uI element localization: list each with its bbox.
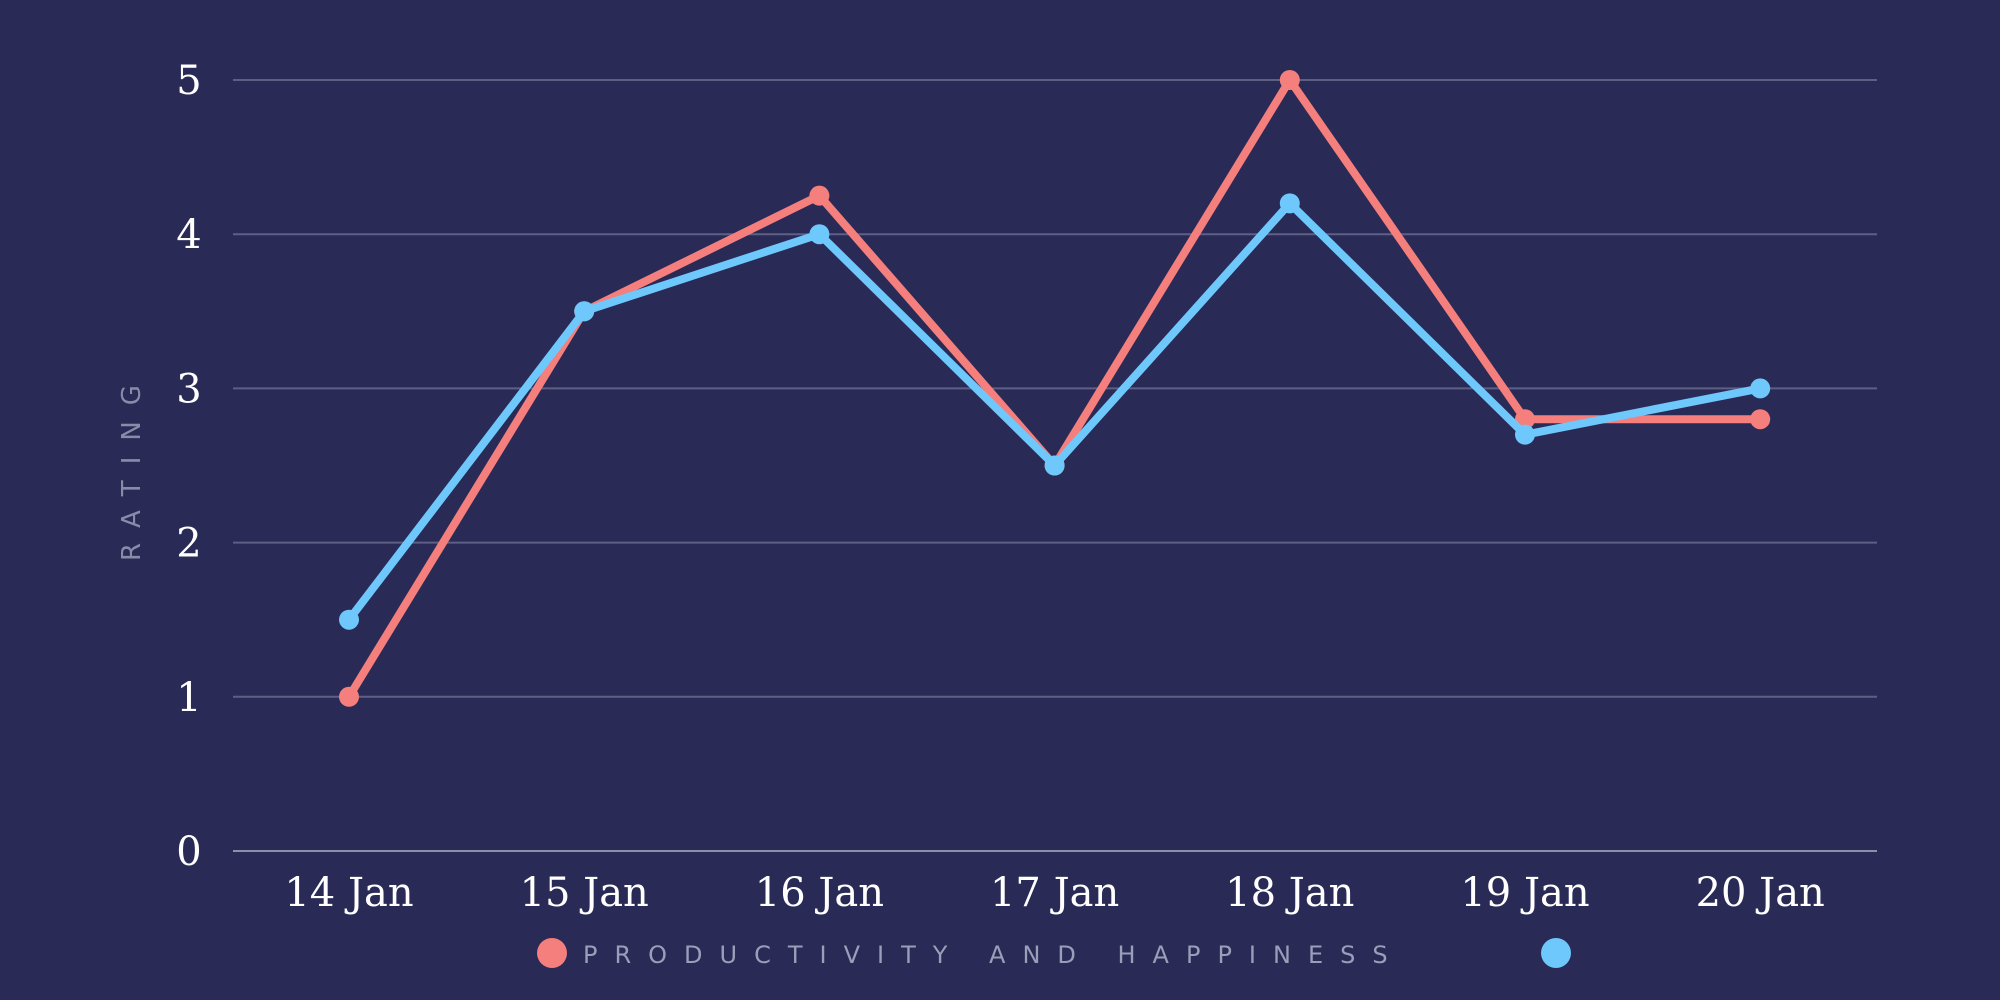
x-tick-label: 20 Jan (1696, 870, 1825, 916)
legend-label: PRODUCTIVITY AND HAPPINESS (583, 941, 1405, 969)
x-tick-label: 16 Jan (755, 870, 884, 916)
data-point-happiness (1044, 455, 1065, 476)
data-point-productivity (339, 686, 359, 707)
data-point-happiness (1515, 424, 1535, 445)
y-tick-label: 5 (176, 58, 201, 104)
y-tick-label: 4 (176, 212, 201, 258)
legend: PRODUCTIVITY AND HAPPINESS (537, 938, 1571, 969)
y-tick-label: 3 (176, 366, 201, 412)
x-tick-label: 17 Jan (990, 870, 1119, 916)
series-happiness (339, 193, 1771, 630)
data-point-happiness (809, 224, 830, 245)
data-point-happiness (1279, 193, 1300, 214)
data-point-productivity (1279, 70, 1300, 90)
y-tick-label: 2 (176, 521, 201, 567)
y-axis-ticks: 0 1 2 3 4 5 (176, 58, 201, 875)
data-point-productivity (1750, 409, 1771, 430)
x-tick-label: 18 Jan (1225, 870, 1354, 916)
y-tick-label: 0 (176, 829, 201, 875)
series-lines (339, 70, 1771, 707)
data-point-happiness (339, 609, 359, 630)
y-axis-label: RATING (117, 369, 147, 561)
x-tick-label: 19 Jan (1460, 870, 1589, 916)
x-tick-label: 14 Jan (284, 870, 413, 916)
legend-marker-productivity (537, 938, 567, 968)
data-point-productivity (809, 185, 830, 206)
legend-marker-happiness (1541, 938, 1571, 968)
y-tick-label: 1 (176, 675, 201, 721)
data-point-happiness (574, 301, 595, 322)
gridlines (233, 79, 1877, 852)
x-tick-label: 15 Jan (520, 870, 649, 916)
x-axis-ticks: 14 Jan 15 Jan 16 Jan 17 Jan 18 Jan 19 Jan 20 J… (284, 870, 1824, 916)
data-point-happiness (1750, 378, 1771, 399)
